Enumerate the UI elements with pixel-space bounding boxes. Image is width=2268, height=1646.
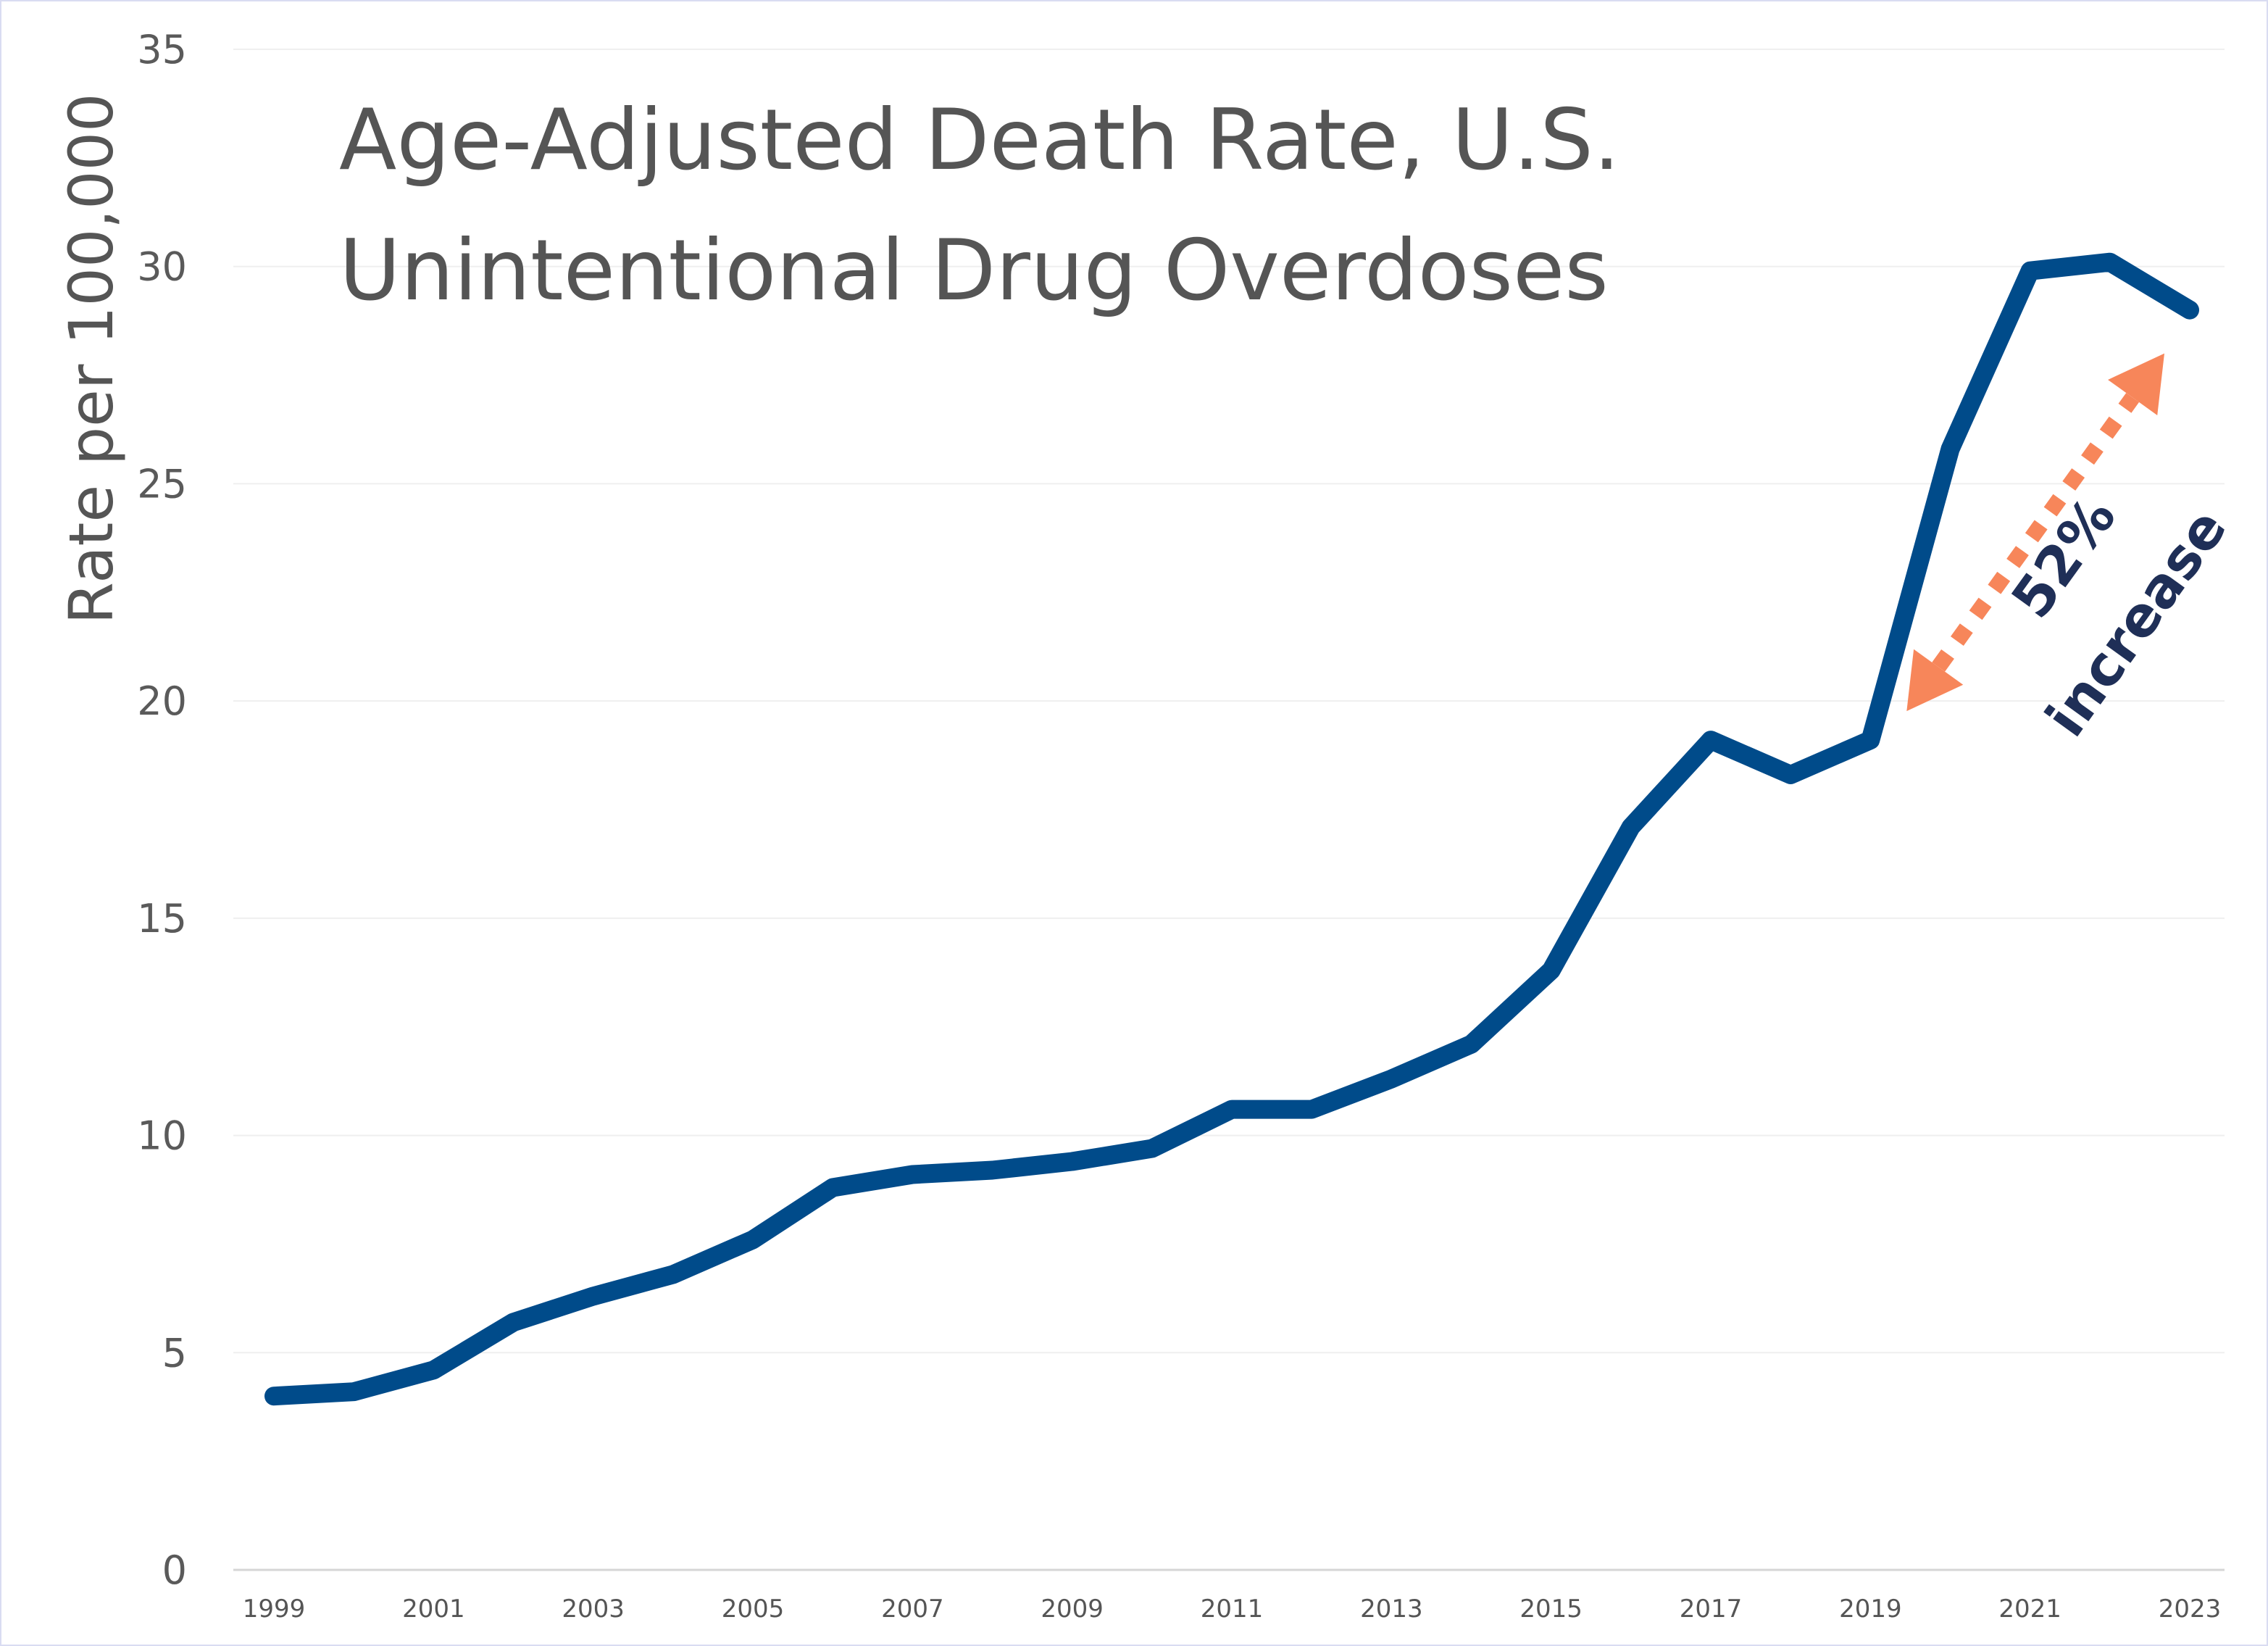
chart-title-line-2: Unintentional Drug Overdoses [339,222,1609,320]
series-layer [264,252,2199,1406]
x-tick-label: 2009 [1041,1595,1104,1624]
x-tick-label: 2013 [1360,1595,1423,1624]
x-tick-label: 2003 [562,1595,625,1624]
y-tick-label: 5 [162,1330,187,1376]
arrow-shaft [1932,393,2140,672]
x-tick-label: 2015 [1519,1595,1583,1624]
y-tick-label: 25 [137,461,187,507]
y-tick-label: 15 [137,896,187,942]
y-tick-label: 30 [137,244,187,290]
x-tick-label: 2005 [722,1595,785,1624]
x-tick-label: 2019 [1839,1595,1902,1624]
y-tick-label: 35 [137,27,187,72]
y-axis-ticks: 0 5 10 15 20 25 30 35 [137,27,187,1593]
x-tick-label: 1999 [243,1595,306,1624]
arrowhead-end [2108,353,2164,416]
y-tick-label: 10 [137,1113,187,1159]
x-tick-label: 2007 [881,1595,944,1624]
x-tick-label: 2011 [1201,1595,1264,1624]
x-tick-label: 2001 [402,1595,465,1624]
arrowhead-start [1906,649,1964,712]
chart-title-line-1: Age-Adjusted Death Rate, U.S. [339,91,1620,189]
x-tick-label: 2023 [2159,1595,2222,1624]
x-tick-label: 2021 [1998,1595,2061,1624]
gridlines [233,49,2225,1571]
y-axis-label: Rate per 100,000 [56,93,127,625]
series-line [264,252,2199,1406]
y-tick-label: 0 [162,1547,187,1593]
x-axis-ticks: 1999 2001 2003 2005 2007 2009 2011 2013 2015 2017… [243,1595,2222,1624]
x-tick-label: 2017 [1680,1595,1743,1624]
y-tick-label: 20 [137,678,187,724]
